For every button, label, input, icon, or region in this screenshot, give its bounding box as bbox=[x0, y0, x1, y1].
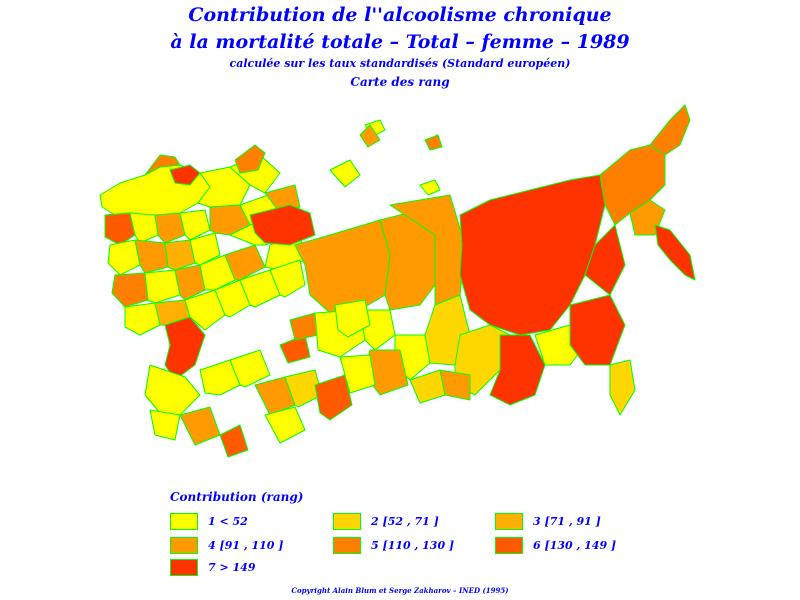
legend-swatch bbox=[170, 537, 198, 554]
map-region bbox=[129, 212, 159, 244]
choropleth-map bbox=[99, 104, 696, 458]
map-region bbox=[107, 239, 141, 276]
map-region bbox=[219, 424, 249, 458]
map-region bbox=[339, 354, 376, 394]
map-region bbox=[334, 299, 371, 338]
map-title-line-2: à la mortalité totale – Total – femme – … bbox=[170, 31, 630, 53]
legend-item: 1 < 52 bbox=[170, 513, 248, 530]
map-region bbox=[289, 312, 319, 341]
legend-label: 5 [110 , 130 ] bbox=[371, 539, 455, 552]
legend-item: 5 [110 , 130 ] bbox=[333, 537, 454, 554]
map-region bbox=[124, 302, 161, 336]
legend-swatch bbox=[170, 513, 198, 530]
map-region bbox=[359, 124, 381, 148]
map-region bbox=[424, 134, 443, 151]
map-region bbox=[419, 179, 441, 196]
map-region bbox=[164, 316, 206, 381]
map-caption: Carte des rang bbox=[350, 75, 450, 89]
map-region bbox=[144, 269, 181, 304]
legend-item: 2 [52 , 71 ] bbox=[333, 513, 439, 530]
legend-item: 4 [91 , 110 ] bbox=[170, 537, 283, 554]
legend-label: 1 < 52 bbox=[208, 515, 248, 528]
map-region bbox=[229, 349, 271, 388]
map-region bbox=[439, 369, 471, 401]
legend-item: 6 [130 , 149 ] bbox=[495, 537, 616, 554]
map-region bbox=[154, 299, 191, 326]
map-region bbox=[294, 219, 391, 314]
legend-label: 2 [52 , 71 ] bbox=[371, 515, 439, 528]
legend-item: 7 > 149 bbox=[170, 559, 256, 576]
map-region bbox=[111, 272, 149, 308]
legend-swatch bbox=[495, 513, 523, 530]
legend-title: Contribution (rang) bbox=[170, 490, 304, 504]
map-region bbox=[144, 364, 201, 416]
legend-label: 6 [130 , 149 ] bbox=[533, 539, 617, 552]
map-region bbox=[329, 159, 361, 188]
map-region bbox=[649, 104, 691, 156]
map-region bbox=[169, 164, 201, 186]
map-region bbox=[144, 154, 181, 176]
map-region bbox=[459, 174, 606, 336]
map-region bbox=[249, 204, 316, 246]
map-region bbox=[239, 269, 281, 308]
map-region bbox=[134, 239, 169, 274]
legend-swatch bbox=[495, 537, 523, 554]
legend-swatch bbox=[333, 513, 361, 530]
map-title-line-1: Contribution de l''alcoolisme chronique bbox=[188, 4, 612, 26]
map-region bbox=[214, 279, 251, 318]
map-subtitle: calculée sur les taux standardisés (Stan… bbox=[229, 57, 571, 70]
copyright-text: Copyright Alain Blum et Serge Zakharov –… bbox=[291, 586, 509, 595]
map-region bbox=[199, 254, 236, 291]
map-region bbox=[179, 406, 221, 446]
map-region bbox=[654, 224, 696, 281]
map-region bbox=[224, 244, 266, 281]
map-region bbox=[154, 212, 186, 244]
legend-item: 3 [71 , 91 ] bbox=[495, 513, 601, 530]
legend-swatch bbox=[170, 559, 198, 576]
map-region bbox=[179, 209, 211, 241]
legend-label: 3 [71 , 91 ] bbox=[533, 515, 601, 528]
legend-label: 4 [91 , 110 ] bbox=[208, 539, 284, 552]
map-region bbox=[149, 409, 181, 441]
map-region bbox=[264, 406, 306, 444]
legend-label: 7 > 149 bbox=[208, 561, 256, 574]
map-region bbox=[164, 239, 196, 271]
map-region bbox=[104, 212, 136, 246]
map-region bbox=[234, 144, 266, 174]
map-region bbox=[489, 334, 546, 406]
map-region bbox=[569, 294, 626, 366]
map-region bbox=[314, 374, 353, 421]
map-region bbox=[189, 232, 221, 266]
map-region bbox=[584, 224, 626, 296]
legend-swatch bbox=[333, 537, 361, 554]
map-region bbox=[609, 359, 636, 416]
map-region bbox=[284, 369, 323, 408]
map-region bbox=[199, 359, 241, 396]
map-region bbox=[184, 289, 226, 331]
map-region bbox=[599, 144, 666, 226]
map-region bbox=[174, 264, 206, 301]
map-region bbox=[269, 259, 306, 298]
